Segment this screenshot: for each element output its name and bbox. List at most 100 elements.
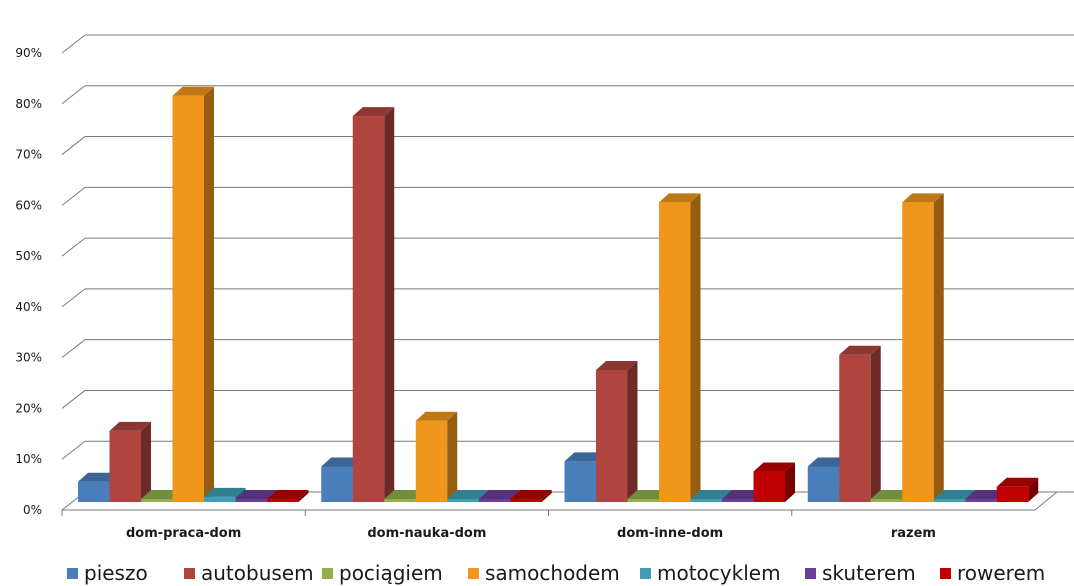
bar-front xyxy=(659,202,691,502)
bar-top xyxy=(596,360,638,370)
y-tick-label: 80% xyxy=(15,97,42,111)
legend-item: skuterem xyxy=(805,561,916,585)
y-tick-label: 90% xyxy=(15,46,42,60)
bar xyxy=(659,193,701,502)
bars xyxy=(78,86,1039,503)
x-axis-labels: dom-praca-dom dom-nauka-dom dom-inne-dom ra… xyxy=(126,526,936,541)
bar-top xyxy=(965,489,1007,499)
bar-top xyxy=(510,489,552,499)
legend-item: motocyklem xyxy=(640,561,781,585)
bar-top xyxy=(627,489,669,499)
bar-front xyxy=(933,498,966,502)
legend-label: autobusem xyxy=(201,561,314,585)
bar xyxy=(839,345,881,502)
bar-top xyxy=(753,462,795,472)
bar-top xyxy=(141,489,183,499)
legend-item: samochodem xyxy=(468,561,620,585)
bar xyxy=(596,360,638,502)
legend-label: pociągiem xyxy=(339,561,443,585)
bar-front xyxy=(109,430,141,502)
legend-item: pieszo xyxy=(67,561,148,585)
legend-label: pieszo xyxy=(84,561,148,585)
legend-swatch xyxy=(184,568,195,579)
bar-front xyxy=(78,481,110,502)
bar-top xyxy=(447,489,489,499)
bar xyxy=(996,477,1039,502)
bar-side xyxy=(204,86,214,503)
bar-top xyxy=(659,193,701,203)
bar-front xyxy=(753,471,785,502)
bar xyxy=(902,193,944,502)
y-tick-label: 40% xyxy=(15,300,42,314)
bar-front xyxy=(722,498,754,502)
bar-side xyxy=(384,107,395,502)
gridline-side xyxy=(61,34,86,54)
bar-side xyxy=(1028,477,1039,502)
bar-top xyxy=(722,489,764,499)
gridline-side xyxy=(61,390,86,409)
legend-swatch xyxy=(322,568,333,579)
x-category-label: dom-praca-dom xyxy=(126,526,241,541)
bar xyxy=(109,421,151,502)
bar-front xyxy=(839,354,871,502)
y-tick-label: 30% xyxy=(15,351,42,365)
legend: pieszo autobusem pociągiem samochodem motocy… xyxy=(67,561,1045,585)
y-tick-label: 70% xyxy=(15,148,42,162)
bar-top xyxy=(870,489,913,499)
legend-swatch xyxy=(640,568,651,579)
gridline-side xyxy=(61,440,86,460)
bar-side xyxy=(785,462,795,502)
bar xyxy=(510,489,552,502)
bar-front xyxy=(141,498,173,502)
bar-front xyxy=(596,369,628,502)
bar-front xyxy=(267,498,299,502)
bar-top xyxy=(384,489,426,499)
gridline-side xyxy=(61,339,86,359)
bar-side xyxy=(627,360,638,502)
bar xyxy=(415,411,458,502)
y-tick-label: 20% xyxy=(15,401,42,415)
bar-front xyxy=(321,466,353,502)
legend-label: samochodem xyxy=(485,561,620,585)
bar-top xyxy=(321,457,363,467)
floor-edge-right xyxy=(1034,491,1058,511)
bar-front xyxy=(352,116,385,502)
bar-front xyxy=(807,466,840,502)
legend-swatch xyxy=(805,568,816,579)
bar-front xyxy=(384,498,416,502)
bar-side xyxy=(870,345,881,502)
gridline-side xyxy=(61,288,86,308)
gridline-side xyxy=(61,186,86,206)
bar-top xyxy=(564,452,606,462)
legend-item: rowerem xyxy=(940,561,1045,585)
bar-top xyxy=(690,489,732,499)
bar-front xyxy=(172,95,204,503)
bar-top xyxy=(235,489,277,499)
gridline-side xyxy=(61,85,86,105)
bar-front xyxy=(870,498,903,502)
legend-label: rowerem xyxy=(957,561,1045,585)
gridline-side xyxy=(61,136,86,155)
bar-top xyxy=(352,107,395,117)
legend-label: skuterem xyxy=(822,561,916,585)
gridline-side xyxy=(61,237,86,257)
legend-swatch xyxy=(67,568,78,579)
legend-item: autobusem xyxy=(184,561,314,585)
y-tick-label: 60% xyxy=(15,198,42,212)
bar-front xyxy=(627,498,659,502)
bar-side xyxy=(690,193,701,502)
bar-side xyxy=(541,489,552,502)
bar-side xyxy=(141,421,151,502)
bar-top xyxy=(933,489,976,499)
x-category-label: dom-nauka-dom xyxy=(367,526,486,541)
bar-side xyxy=(298,489,309,502)
bar-top xyxy=(172,86,214,96)
x-category-label: dom-inne-dom xyxy=(617,526,723,541)
legend-swatch xyxy=(468,568,479,579)
bar-top xyxy=(996,477,1039,487)
y-axis: 0% 10% 20% 30% 40% 50% 60% 70% 80% 90% xyxy=(15,46,42,517)
legend-label: motocyklem xyxy=(657,561,781,585)
bar xyxy=(267,489,309,502)
bar-front xyxy=(965,498,997,502)
bar-side xyxy=(447,411,458,502)
